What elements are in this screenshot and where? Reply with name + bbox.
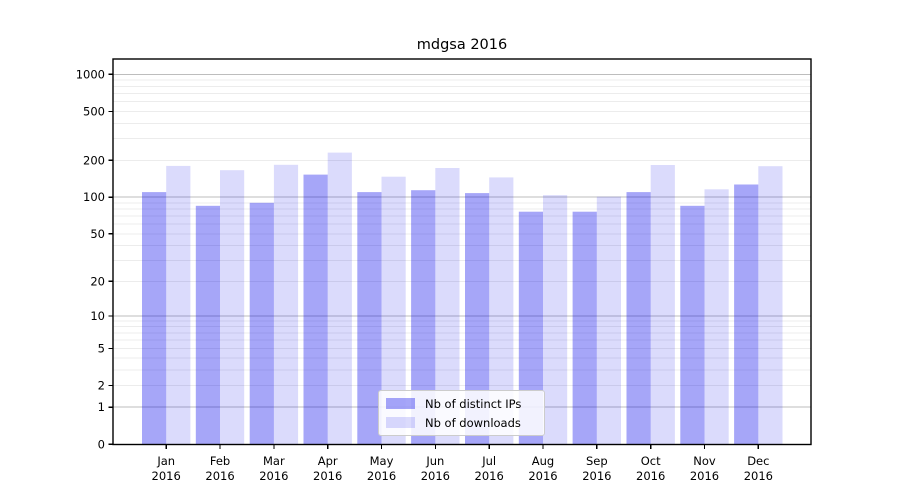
y-tick-label: 5 [98, 341, 105, 355]
bar-distinct-ips-jan [142, 192, 167, 445]
y-tick-label: 0 [98, 437, 105, 451]
x-tick-label-year: 2016 [205, 469, 234, 483]
y-tick-label: 200 [83, 153, 105, 167]
bar-distinct-ips-mar [249, 202, 274, 445]
x-tick-label-year: 2016 [690, 469, 719, 483]
x-tick-label-month: Feb [210, 454, 230, 468]
legend: Nb of distinct IPs Nb of downloads [378, 390, 545, 436]
x-tick-label-year: 2016 [744, 469, 773, 483]
bar-downloads-feb [220, 170, 245, 445]
bar-downloads-jan [166, 165, 191, 445]
x-tick-label-month: Jun [425, 454, 444, 468]
y-tick-label: 20 [90, 274, 105, 288]
y-tick-label: 2 [98, 378, 105, 392]
plot-border [112, 58, 812, 446]
legend-label-distinct-ips: Nb of distinct IPs [425, 396, 522, 411]
legend-item-distinct-ips: Nb of distinct IPs [386, 396, 536, 411]
x-tick-label-year: 2016 [367, 469, 396, 483]
bar-distinct-ips-sep [572, 211, 597, 445]
legend-swatch-downloads [386, 417, 415, 428]
x-tick-label-month: Oct [641, 454, 661, 468]
x-tick-label-year: 2016 [528, 469, 557, 483]
x-tick-label-month: Sep [586, 454, 608, 468]
bar-downloads-mar [273, 164, 299, 445]
x-tick-label-month: Jan [156, 454, 175, 468]
x-tick-label-month: May [370, 454, 394, 468]
y-tick-label: 1 [98, 400, 105, 414]
x-tick-label-year: 2016 [475, 469, 504, 483]
x-tick-label-year: 2016 [582, 469, 611, 483]
bar-distinct-ips-apr [303, 174, 328, 445]
x-tick-label-month: Nov [693, 454, 716, 468]
x-tick-label-year: 2016 [636, 469, 665, 483]
bar-downloads-sep [596, 196, 621, 445]
y-tick-label: 1000 [76, 67, 105, 81]
bar-downloads-apr [327, 152, 352, 445]
bar-downloads-aug [543, 195, 568, 445]
y-tick-label: 50 [90, 227, 105, 241]
bar-distinct-ips-oct [626, 192, 651, 445]
legend-swatch-distinct-ips [386, 398, 415, 409]
legend-label-downloads: Nb of downloads [425, 415, 521, 430]
x-tick-label-year: 2016 [259, 469, 288, 483]
bar-distinct-ips-may [357, 192, 382, 445]
x-tick-label-year: 2016 [313, 469, 342, 483]
bar-downloads-oct [650, 165, 675, 445]
bar-downloads-nov [704, 189, 729, 445]
legend-item-downloads: Nb of downloads [386, 415, 536, 430]
bar-distinct-ips-nov [680, 205, 705, 445]
y-tick-label: 500 [83, 104, 105, 118]
x-tick-label-month: Apr [318, 454, 338, 468]
x-tick-label-year: 2016 [421, 469, 450, 483]
y-tick-label: 100 [83, 190, 105, 204]
x-tick-label-year: 2016 [152, 469, 181, 483]
x-tick-label-month: Dec [747, 454, 769, 468]
chart-title: mdgsa 2016 [416, 37, 508, 53]
bar-downloads-dec [758, 166, 783, 445]
x-tick-label-month: Aug [532, 454, 554, 468]
bar-distinct-ips-feb [195, 205, 220, 445]
bar-distinct-ips-dec [734, 184, 759, 445]
y-tick-label: 10 [90, 309, 105, 323]
x-tick-label-month: Mar [263, 454, 285, 468]
x-tick-label-month: Jul [481, 454, 496, 468]
